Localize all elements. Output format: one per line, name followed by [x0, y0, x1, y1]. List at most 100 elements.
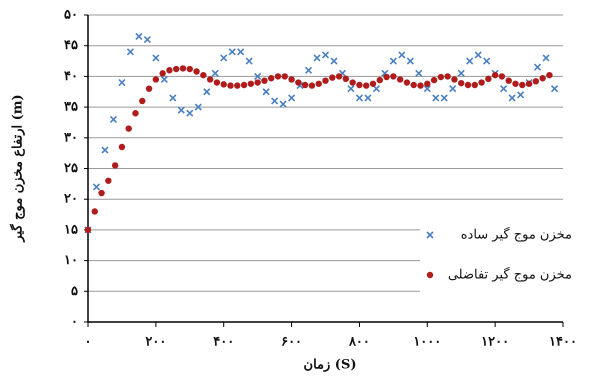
x-tick-label: ۴۰۰	[213, 335, 234, 350]
data-point	[245, 57, 253, 65]
data-point	[234, 82, 241, 89]
data-point	[206, 76, 214, 83]
data-point	[254, 79, 261, 86]
data-point	[376, 76, 383, 84]
data-point	[315, 80, 322, 87]
data-point	[240, 81, 248, 89]
data-point	[126, 48, 134, 56]
data-point	[403, 79, 411, 86]
data-point	[145, 85, 153, 92]
data-point	[390, 73, 397, 80]
data-point	[237, 48, 245, 56]
data-point	[313, 54, 321, 62]
data-point	[533, 63, 542, 71]
data-point	[321, 51, 330, 59]
x-tick-label: ۱۴۰۰	[549, 335, 577, 350]
data-point	[525, 80, 533, 87]
data-point	[330, 57, 338, 65]
data-point	[485, 75, 492, 83]
data-point	[98, 189, 105, 197]
data-point	[512, 80, 519, 87]
data-point	[449, 85, 457, 93]
data-point	[160, 75, 168, 84]
data-point	[101, 146, 109, 154]
data-point	[261, 77, 268, 84]
data-point	[228, 48, 236, 56]
data-point	[203, 88, 211, 96]
y-tick-label: ۲۰	[64, 192, 78, 207]
data-point	[274, 73, 282, 80]
data-point	[288, 94, 296, 102]
data-point	[508, 94, 516, 102]
data-point	[424, 80, 431, 87]
data-point	[220, 54, 228, 62]
data-point	[227, 82, 234, 89]
data-point	[464, 81, 472, 89]
legend-marker	[426, 231, 434, 239]
data-point	[550, 85, 559, 93]
data-point	[329, 74, 336, 81]
data-point	[415, 69, 423, 77]
data-point	[301, 81, 309, 89]
data-point	[372, 85, 380, 93]
data-point	[220, 81, 227, 88]
data-point	[135, 32, 143, 41]
data-point	[84, 226, 92, 234]
y-tick-label: ۳۰	[64, 130, 78, 145]
data-point	[213, 79, 221, 86]
data-point	[125, 125, 132, 132]
data-point	[193, 68, 200, 75]
data-point	[498, 73, 506, 80]
data-point	[349, 79, 356, 86]
data-point	[483, 57, 491, 65]
data-point	[211, 69, 219, 77]
data-point	[254, 72, 262, 80]
data-point	[389, 57, 397, 65]
data-point	[152, 76, 160, 83]
data-point	[500, 85, 508, 93]
data-point	[478, 79, 485, 86]
data-point	[417, 82, 424, 89]
data-point	[444, 73, 451, 80]
data-point	[532, 78, 540, 85]
data-point	[304, 66, 313, 74]
x-tick-label: ۱۲۰۰	[481, 335, 509, 350]
x-tick-label: ۰	[85, 335, 92, 350]
y-tick-label: ۵	[71, 284, 78, 299]
data-point	[268, 75, 275, 82]
data-point	[111, 162, 119, 169]
data-point	[194, 103, 202, 111]
y-axis-label: ارتفاع مخزن موج گیر (m)	[9, 94, 26, 242]
data-point	[546, 71, 553, 79]
x-tick-label: ۲۰۰	[145, 335, 166, 350]
x-tick-label: ۸۰۰	[348, 335, 370, 350]
data-point	[396, 76, 404, 83]
legend-label: مخزن موج گیر ساده	[461, 227, 572, 243]
y-tick-label: ۰	[71, 315, 78, 330]
y-tick-label: ۴۰	[64, 69, 78, 84]
data-point	[118, 143, 126, 151]
data-point	[152, 54, 160, 62]
data-point	[262, 88, 270, 96]
data-point	[308, 82, 316, 89]
data-point	[177, 106, 185, 114]
data-point	[406, 57, 414, 65]
data-point	[139, 97, 146, 105]
data-point	[451, 76, 458, 83]
y-tick-label: ۳۵	[64, 100, 78, 115]
data-point	[432, 94, 440, 102]
data-point	[295, 79, 302, 86]
data-point	[364, 94, 372, 102]
data-point	[322, 77, 329, 84]
data-point	[437, 73, 445, 81]
data-point	[542, 54, 550, 62]
data-point	[159, 70, 166, 77]
data-point	[91, 208, 98, 215]
y-tick-label: ۵۰	[64, 8, 78, 23]
data-point	[281, 73, 288, 80]
data-point	[474, 51, 482, 59]
data-point	[505, 77, 512, 84]
data-point	[132, 110, 139, 117]
x-axis-label: زمان (S)	[304, 358, 357, 373]
data-point	[423, 85, 431, 93]
